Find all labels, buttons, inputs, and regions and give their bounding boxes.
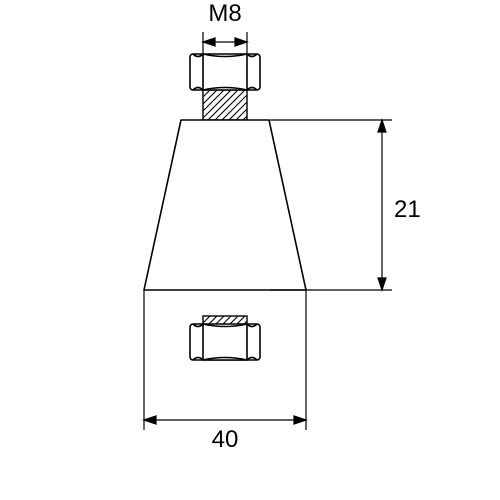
threaded-stud [173, 90, 301, 120]
hex-nut [190, 54, 260, 90]
hex-nut [190, 324, 260, 360]
cone-body [144, 120, 306, 290]
